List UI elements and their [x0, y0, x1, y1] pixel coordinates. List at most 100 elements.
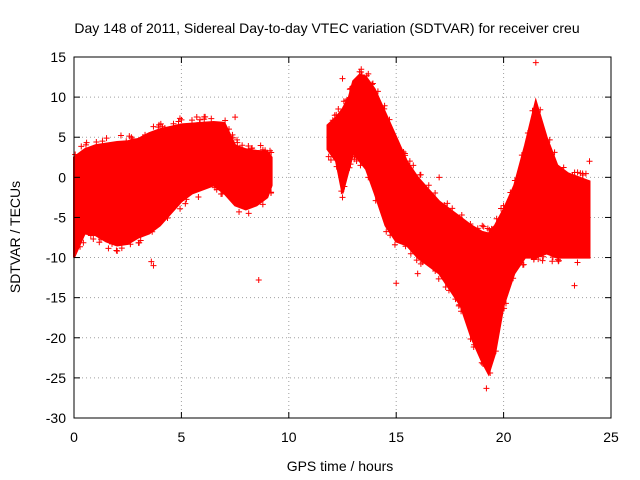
data-point	[549, 258, 556, 265]
data-point	[502, 300, 509, 307]
data-point	[127, 241, 134, 248]
data-point	[341, 183, 348, 190]
data-point	[574, 259, 581, 266]
data-point	[478, 359, 485, 366]
data-point	[444, 200, 451, 207]
data-point	[372, 197, 379, 204]
x-tick-label: 10	[281, 429, 297, 445]
data-point	[524, 130, 531, 137]
data-point	[471, 341, 478, 348]
outlier-point	[148, 258, 155, 265]
data-point	[229, 134, 236, 141]
data-point	[501, 305, 508, 312]
data-point	[103, 135, 110, 142]
data-layer	[72, 59, 593, 392]
data-point	[82, 141, 89, 148]
data-point	[333, 111, 340, 118]
data-point	[417, 171, 424, 178]
data-point	[387, 232, 394, 239]
y-tick-label: 0	[58, 169, 66, 185]
data-point	[226, 126, 232, 133]
data-point	[347, 161, 354, 168]
data-point	[90, 235, 97, 242]
data-point	[560, 164, 567, 171]
data-point	[549, 254, 556, 261]
y-tick-label: -5	[54, 209, 67, 225]
data-point	[229, 131, 236, 138]
outlier-point	[150, 262, 157, 269]
data-point	[500, 202, 507, 209]
data-point	[386, 116, 393, 123]
data-point	[406, 158, 413, 165]
data-point	[417, 260, 424, 267]
data-point	[170, 120, 177, 127]
y-tick-label: -15	[46, 290, 66, 306]
data-point	[109, 240, 116, 247]
chart-title: Day 148 of 2011, Sidereal Day-to-day VTE…	[74, 20, 579, 36]
data-point	[432, 190, 439, 197]
outlier-point	[436, 174, 443, 181]
data-point	[202, 113, 209, 120]
data-point	[441, 202, 448, 209]
y-tick-label: 10	[50, 89, 66, 105]
data-point	[77, 243, 84, 250]
data-point	[577, 170, 584, 177]
x-axis-label: GPS time / hours	[287, 458, 394, 474]
data-point	[218, 190, 225, 197]
y-tick-label: 15	[50, 49, 66, 65]
data-point	[518, 152, 525, 159]
data-point	[474, 225, 481, 232]
data-point	[72, 151, 79, 158]
ticks: 0 5 10 15 20 25 15 10 5 0 -5 -10 -15 -20 -25 -30	[46, 49, 619, 445]
data-point	[369, 80, 376, 87]
data-point	[479, 222, 486, 229]
data-point	[259, 201, 266, 208]
data-point	[467, 335, 474, 342]
data-point	[488, 225, 495, 232]
data-point	[196, 119, 203, 126]
data-point	[413, 257, 420, 264]
data-point	[358, 72, 365, 79]
outlier-point	[339, 75, 346, 82]
data-point	[458, 211, 465, 218]
data-point	[344, 97, 351, 104]
data-point	[402, 243, 409, 250]
data-point	[374, 88, 381, 95]
data-point	[113, 247, 120, 254]
data-point	[555, 257, 562, 264]
data-point	[391, 241, 398, 248]
data-point	[347, 85, 354, 92]
data-point	[239, 142, 246, 149]
data-point	[574, 169, 581, 176]
data-point	[137, 237, 144, 244]
data-point	[529, 107, 536, 114]
data-point	[87, 232, 94, 239]
data-point	[338, 188, 345, 195]
data-point	[401, 150, 408, 157]
data-point	[193, 113, 200, 120]
data-point	[177, 205, 184, 212]
data-point	[498, 205, 505, 212]
data-point	[351, 156, 358, 163]
data-point	[78, 143, 85, 150]
data-point	[535, 256, 542, 263]
data-point	[118, 245, 125, 252]
data-point	[183, 196, 190, 203]
data-point	[340, 98, 347, 105]
data-point	[493, 215, 500, 222]
data-point	[435, 275, 442, 282]
y-tick-label: -25	[46, 370, 66, 386]
data-point	[159, 123, 166, 130]
data-point	[445, 287, 452, 294]
data-point	[268, 189, 275, 196]
outlier-point	[365, 174, 372, 181]
data-point	[369, 81, 376, 88]
data-point	[80, 239, 87, 246]
data-point	[520, 261, 527, 268]
data-point	[383, 228, 390, 235]
data-point	[407, 250, 414, 257]
data-point	[268, 149, 275, 156]
data-point	[105, 245, 112, 252]
data-point	[126, 133, 133, 140]
